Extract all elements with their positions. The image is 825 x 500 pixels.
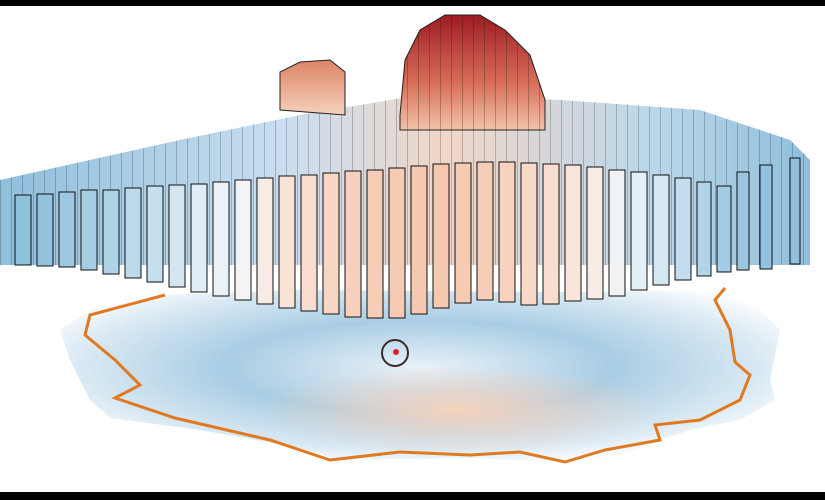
bar bbox=[454, 162, 472, 304]
bar bbox=[630, 171, 648, 291]
secondary-peak bbox=[279, 59, 346, 116]
bar bbox=[586, 166, 604, 300]
bar bbox=[102, 189, 120, 275]
bar bbox=[278, 175, 296, 309]
floor-contour bbox=[83, 287, 752, 464]
bar bbox=[388, 167, 406, 319]
bar bbox=[190, 183, 208, 293]
bar bbox=[476, 161, 494, 301]
bar bbox=[789, 157, 801, 265]
bar bbox=[542, 163, 560, 305]
bar bbox=[300, 174, 318, 312]
floor-warm-region bbox=[260, 365, 660, 455]
bar bbox=[58, 191, 76, 268]
bar bbox=[498, 161, 516, 303]
bar bbox=[146, 185, 164, 283]
bar bbox=[80, 189, 98, 271]
bar bbox=[410, 165, 428, 315]
bar bbox=[432, 163, 450, 309]
bar bbox=[124, 187, 142, 279]
bar bbox=[652, 174, 670, 286]
bar bbox=[736, 171, 750, 271]
bar bbox=[716, 185, 732, 273]
floor-marker-ring bbox=[381, 339, 409, 367]
bar bbox=[234, 179, 252, 301]
bar bbox=[322, 172, 340, 315]
top-border bbox=[0, 0, 825, 6]
bar bbox=[344, 170, 362, 318]
bar bbox=[674, 177, 692, 281]
bar bbox=[520, 162, 538, 306]
bar bbox=[14, 194, 32, 266]
bar bbox=[608, 169, 626, 297]
front-bars bbox=[14, 157, 801, 319]
main-peak-edges bbox=[400, 15, 545, 130]
floor-marker bbox=[393, 349, 399, 355]
bar bbox=[212, 181, 230, 297]
bar bbox=[168, 184, 186, 288]
bar bbox=[256, 177, 274, 305]
bottom-border bbox=[0, 492, 825, 500]
bar bbox=[696, 181, 712, 277]
bar bbox=[759, 164, 773, 270]
bar bbox=[366, 169, 384, 319]
bar bbox=[36, 193, 54, 267]
bar bbox=[564, 164, 582, 302]
